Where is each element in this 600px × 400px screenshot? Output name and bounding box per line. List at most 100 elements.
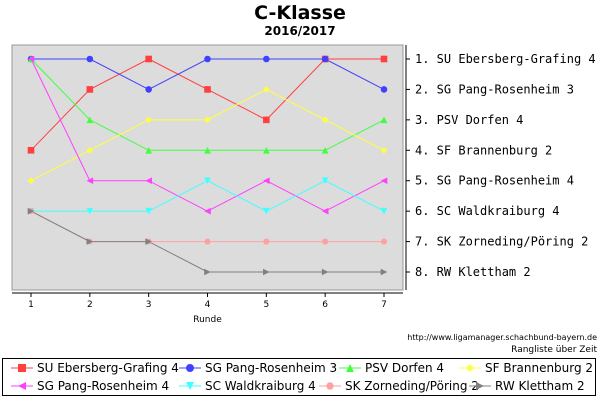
legend-marker (476, 382, 484, 390)
legend-marker (466, 364, 474, 372)
line-chart: 1 2 3 4 5 6 7 1. SU Ebersberg-Grafing 4 2. SG P… (11, 44, 596, 325)
legend-label: SC Waldkraiburg 4 (205, 379, 316, 393)
legend-label: SU Ebersberg-Grafing 4 (37, 361, 179, 375)
data-point (145, 146, 152, 154)
data-point (204, 86, 211, 93)
data-point (321, 55, 329, 63)
data-point (263, 177, 270, 185)
data-point (86, 86, 94, 93)
data-point (145, 55, 152, 63)
data-point (263, 207, 270, 215)
legend-item: PSV Dorfen 4 (339, 360, 444, 376)
legend-item: SG Pang-Rosenheim 3 (179, 360, 337, 376)
series-markers (27, 55, 388, 276)
legend-label: SF Brannenburg 2 (485, 361, 594, 375)
y-tick-label: 2. SG Pang-Rosenheim 3 (415, 82, 574, 96)
data-point (204, 238, 211, 245)
data-point (204, 207, 211, 215)
data-point (380, 55, 388, 63)
plot-area (11, 44, 404, 291)
data-point (380, 268, 388, 276)
data-point (86, 177, 94, 185)
data-point (380, 146, 388, 154)
data-point (321, 238, 329, 245)
x-axis-title: Runde (193, 315, 222, 325)
x-tick-label: 4 (205, 300, 211, 310)
data-point (380, 238, 388, 245)
data-point (380, 207, 388, 215)
legend-marker (326, 382, 334, 390)
chart-subtitle: 2016/2017 (264, 24, 336, 38)
data-point (321, 177, 329, 185)
data-point (145, 207, 152, 215)
chart-caption: Rangliste über Zeit (511, 345, 597, 355)
data-point (263, 268, 270, 276)
legend-item: SC Waldkraiburg 4 (179, 378, 316, 394)
y-tick-label: 5. SG Pang-Rosenheim 4 (415, 174, 574, 188)
y-tick-label: 8. RW Klettham 2 (415, 265, 531, 279)
x-tick-labels: 1 2 3 4 5 6 7 (28, 300, 387, 310)
data-point (204, 177, 211, 185)
x-tick-label: 3 (146, 300, 152, 310)
data-point (145, 116, 152, 124)
data-point (321, 146, 329, 154)
legend-item: RW Klettham 2 (469, 378, 585, 394)
y-tick-label: 3. PSV Dorfen 4 (415, 113, 523, 127)
data-point (27, 55, 35, 63)
data-point (204, 146, 211, 154)
source-url: http://www.ligamanager.schachbund-bayern… (407, 333, 597, 342)
chart-title: C-Klasse (254, 2, 346, 24)
legend-marker (18, 364, 26, 372)
legend-swatch (459, 364, 481, 372)
x-tick-label: 1 (28, 300, 34, 310)
data-point (263, 55, 270, 63)
y-tick-label: 6. SC Waldkraiburg 4 (415, 204, 560, 218)
x-tick-label: 2 (87, 300, 93, 310)
legend-label: RW Klettham 2 (495, 379, 585, 393)
legend-swatch (339, 364, 361, 372)
data-point (204, 55, 211, 63)
data-point (380, 86, 388, 93)
legend-marker (186, 382, 194, 390)
data-point (321, 207, 329, 215)
y-tick-label: 7. SK Zorneding/Pöring 2 (415, 235, 588, 249)
legend-label: SG Pang-Rosenheim 4 (37, 379, 170, 393)
data-point (263, 86, 270, 93)
data-point (86, 146, 94, 154)
data-point (86, 55, 94, 63)
legend-label: PSV Dorfen 4 (365, 361, 445, 375)
y-tick-labels: 1. SU Ebersberg-Grafing 4 2. SG Pang-Rose… (415, 52, 596, 279)
data-point (86, 116, 94, 124)
legend-swatch (179, 364, 201, 372)
data-point (263, 116, 270, 124)
data-point (321, 268, 329, 276)
legend-swatch (179, 382, 201, 390)
data-point (380, 177, 388, 185)
legend-marker (18, 382, 26, 390)
y-tick-label: 1. SU Ebersberg-Grafing 4 (415, 52, 596, 66)
legend-swatch (11, 364, 33, 372)
data-point (145, 86, 152, 93)
legend-label: SG Pang-Rosenheim 3 (205, 361, 338, 375)
data-point (204, 268, 211, 276)
data-point (380, 116, 388, 124)
x-tick-label: 6 (322, 300, 328, 310)
legend-swatch (11, 382, 33, 390)
legend-item: SG Pang-Rosenheim 4 (11, 378, 169, 394)
data-point (86, 207, 94, 215)
legend-label: SK Zorneding/Pöring 2 (345, 379, 479, 393)
data-point (204, 116, 211, 124)
data-point (27, 207, 35, 215)
data-point (145, 177, 152, 185)
data-point (321, 116, 329, 124)
legend-item: SF Brannenburg 2 (459, 360, 593, 376)
legend-swatch (469, 382, 491, 390)
legend: SU Ebersberg-Grafing 4 SG Pang-Rosenheim … (2, 358, 596, 396)
y-tick-label: 4. SF Brannenburg 2 (415, 143, 552, 157)
legend-item: SU Ebersberg-Grafing 4 (11, 360, 179, 376)
legend-swatch (319, 382, 341, 390)
data-point (263, 146, 270, 154)
data-point (27, 146, 35, 154)
axes (12, 45, 410, 297)
x-tick-label: 7 (381, 300, 387, 310)
